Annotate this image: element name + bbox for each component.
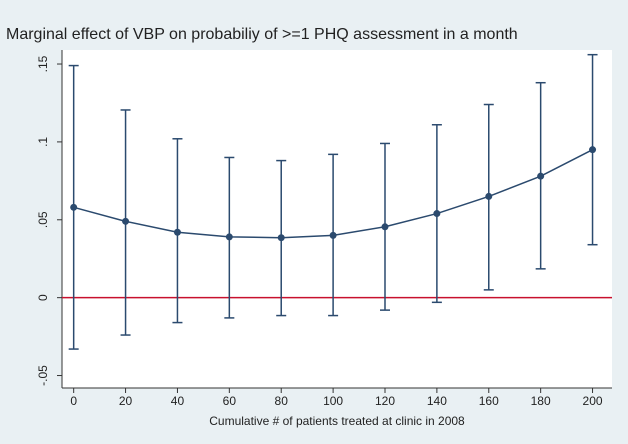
y-tick-label: .15	[36, 55, 50, 72]
point	[381, 223, 389, 231]
x-tick-label: 0	[70, 394, 77, 408]
x-tick-label: 180	[531, 394, 551, 408]
x-tick-label: 20	[119, 394, 133, 408]
x-tick-label: 80	[275, 394, 289, 408]
x-axis-label: Cumulative # of patients treated at clin…	[209, 414, 465, 428]
point	[70, 203, 78, 211]
point	[173, 228, 181, 236]
y-tick-label: -.05	[36, 365, 50, 386]
x-tick-label: 40	[171, 394, 185, 408]
y-tick-label: .1	[36, 137, 50, 147]
point	[433, 210, 441, 218]
point	[277, 234, 285, 242]
y-tick-label: .05	[36, 211, 50, 228]
x-tick-label: 60	[223, 394, 237, 408]
point	[485, 192, 493, 200]
y-tick-label: 0	[36, 294, 50, 301]
x-tick-label: 120	[375, 394, 395, 408]
point	[122, 217, 130, 225]
plot-area	[62, 50, 612, 388]
chart-title: Marginal effect of VBP on probabiliy of …	[6, 26, 518, 43]
point	[589, 146, 597, 154]
x-tick-label: 160	[479, 394, 499, 408]
point	[537, 172, 545, 180]
x-tick-label: 200	[583, 394, 603, 408]
point	[225, 233, 233, 241]
x-tick-label: 140	[427, 394, 447, 408]
x-tick-label: 100	[323, 394, 343, 408]
point	[329, 231, 337, 239]
